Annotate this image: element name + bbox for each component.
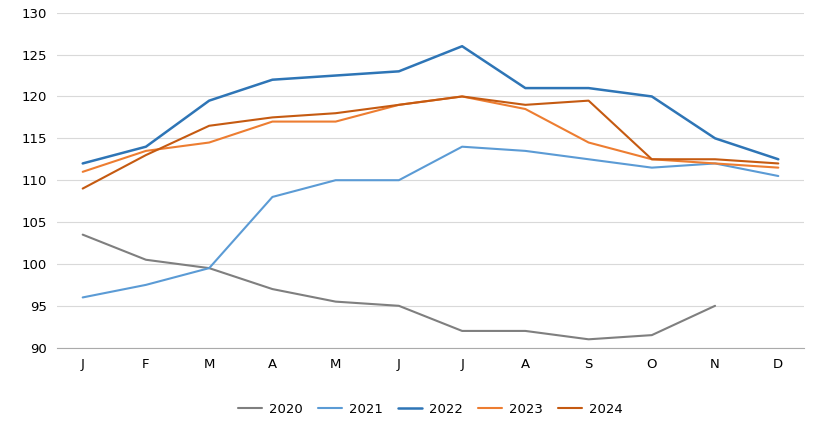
2024 xyxy=(520,102,530,107)
2021 xyxy=(772,173,782,179)
2020 xyxy=(393,303,403,308)
2023 xyxy=(772,165,782,170)
2023 xyxy=(267,119,277,124)
Line: 2024: 2024 xyxy=(83,96,777,189)
2023 xyxy=(204,140,214,145)
2024 xyxy=(141,153,151,158)
2020 xyxy=(330,299,340,304)
Line: 2020: 2020 xyxy=(83,234,714,339)
2022 xyxy=(141,144,151,149)
2022 xyxy=(646,94,656,99)
2024 xyxy=(393,102,403,107)
2021 xyxy=(141,282,151,287)
Line: 2022: 2022 xyxy=(83,46,777,164)
2023 xyxy=(520,106,530,112)
2024 xyxy=(772,161,782,166)
2021 xyxy=(646,165,656,170)
2022 xyxy=(709,136,719,141)
2023 xyxy=(709,161,719,166)
2022 xyxy=(267,77,277,82)
2022 xyxy=(330,73,340,78)
2022 xyxy=(393,69,403,74)
Legend: 2020, 2021, 2022, 2023, 2024: 2020, 2021, 2022, 2023, 2024 xyxy=(233,398,627,421)
2020 xyxy=(583,337,593,342)
2023 xyxy=(646,157,656,162)
2024 xyxy=(709,157,719,162)
2022 xyxy=(78,161,88,166)
2021 xyxy=(709,161,719,166)
2020 xyxy=(204,265,214,271)
2020 xyxy=(78,232,88,237)
2023 xyxy=(457,94,467,99)
2022 xyxy=(457,44,467,49)
2024 xyxy=(457,94,467,99)
2021 xyxy=(267,194,277,200)
2024 xyxy=(78,186,88,191)
Line: 2021: 2021 xyxy=(83,147,777,298)
2020 xyxy=(141,257,151,262)
2020 xyxy=(267,287,277,292)
2022 xyxy=(772,157,782,162)
2023 xyxy=(141,148,151,153)
2020 xyxy=(457,329,467,334)
2023 xyxy=(78,169,88,174)
2024 xyxy=(330,111,340,116)
Line: 2023: 2023 xyxy=(83,96,777,172)
2020 xyxy=(709,303,719,308)
2023 xyxy=(330,119,340,124)
2021 xyxy=(204,265,214,271)
2024 xyxy=(646,157,656,162)
2022 xyxy=(583,86,593,91)
2021 xyxy=(520,148,530,153)
2021 xyxy=(457,144,467,149)
2020 xyxy=(646,332,656,338)
2023 xyxy=(583,140,593,145)
2022 xyxy=(204,98,214,103)
2024 xyxy=(267,115,277,120)
2021 xyxy=(330,178,340,183)
2021 xyxy=(393,178,403,183)
2024 xyxy=(583,98,593,103)
2021 xyxy=(78,295,88,300)
2023 xyxy=(393,102,403,107)
2020 xyxy=(520,329,530,334)
2024 xyxy=(204,123,214,128)
2022 xyxy=(520,86,530,91)
2021 xyxy=(583,157,593,162)
